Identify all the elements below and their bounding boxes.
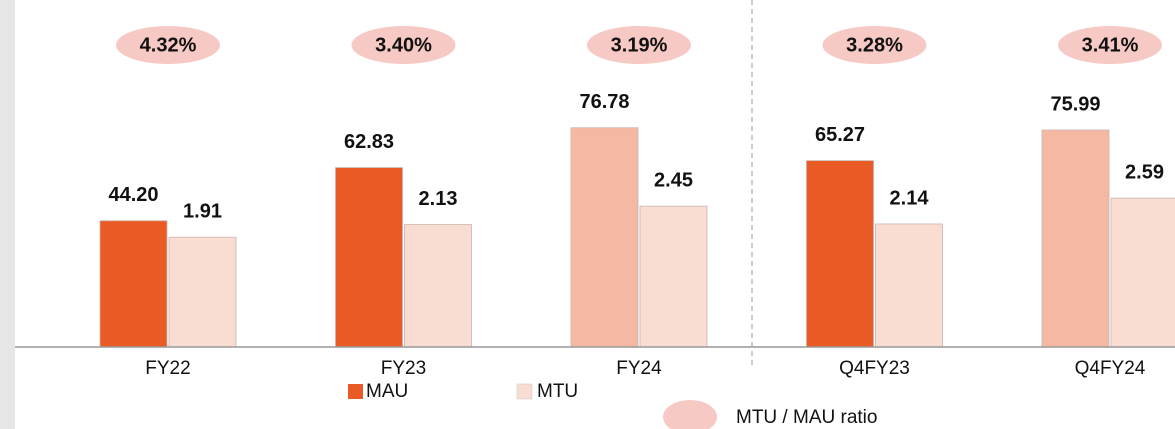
ratio-bubble xyxy=(116,26,220,64)
bar xyxy=(404,224,472,348)
bar xyxy=(168,236,237,348)
data-label: 75.99 xyxy=(1050,93,1100,115)
x-tick-label: FY22 xyxy=(145,358,190,379)
ratio-label: 3.28% xyxy=(846,34,903,56)
bar xyxy=(99,220,168,348)
bar xyxy=(639,205,708,348)
ratio-bubble xyxy=(822,26,927,64)
legend-swatch xyxy=(516,383,533,400)
data-label: 62.83 xyxy=(344,131,394,153)
legend-label: MTU / MAU ratio xyxy=(736,407,877,428)
bar xyxy=(1041,129,1110,348)
bar xyxy=(875,223,943,348)
data-label: 2.45 xyxy=(654,169,693,191)
ratio-bubble xyxy=(1058,26,1162,64)
ratio-bubble xyxy=(587,26,691,64)
ratio-bubble xyxy=(351,26,456,64)
x-tick-label: FY24 xyxy=(616,358,662,379)
x-tick-label: Q4FY24 xyxy=(1075,358,1146,379)
data-label: 44.20 xyxy=(108,184,158,206)
bar xyxy=(1110,197,1175,348)
legend-swatch xyxy=(348,384,363,399)
data-label: 65.27 xyxy=(815,124,865,146)
ratio-label: 3.41% xyxy=(1082,34,1139,56)
data-label: 76.78 xyxy=(579,91,629,113)
x-tick-label: Q4FY23 xyxy=(839,358,910,379)
bar xyxy=(335,167,403,348)
bar xyxy=(806,160,874,348)
legend-label: MTU xyxy=(537,381,578,402)
x-tick-label: FY23 xyxy=(381,358,426,379)
bar xyxy=(570,127,639,348)
side-strip xyxy=(0,0,15,429)
data-label: 2.59 xyxy=(1125,161,1164,183)
data-label: 2.14 xyxy=(890,187,930,209)
ratio-label: 3.40% xyxy=(375,34,432,56)
data-label: 1.91 xyxy=(183,200,222,222)
legend-label: MAU xyxy=(366,381,408,402)
data-label: 2.13 xyxy=(419,188,458,210)
ratio-label: 3.19% xyxy=(611,34,668,56)
ratio-label: 4.32% xyxy=(140,34,197,56)
legend-swatch xyxy=(663,400,717,429)
